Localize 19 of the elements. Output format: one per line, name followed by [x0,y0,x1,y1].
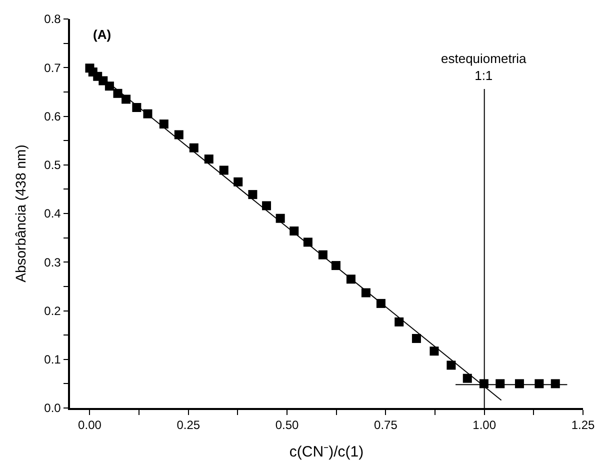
y-tick-label: 0.0 [44,401,62,416]
y-tick-label: 0.4 [44,206,62,221]
y-axis-title: Absorbância (438 nm) [12,144,28,282]
x-tick-label: 0.25 [176,418,200,432]
x-tick-label: 0.75 [374,418,398,432]
y-tick-label: 0.8 [44,12,62,26]
ref-line-label: estequiometria 1:1 [441,51,528,83]
x-tick-label: 0.50 [275,418,300,432]
y-tick-label: 0.2 [44,304,62,318]
y-tick-label: 0.1 [44,352,62,367]
x-tick-label: 1.25 [571,418,595,432]
y-tick-label: 0.3 [44,255,62,270]
x-axis-title: c(CN⁻)/c(1) [289,444,364,461]
y-tick-label: 0.5 [44,158,62,172]
annotation: (A) [93,27,112,42]
y-tick-label: 0.7 [44,60,62,75]
x-tick-label: 1.00 [472,418,496,432]
x-tick-label: 0.00 [78,418,102,432]
y-tick-label: 0.6 [44,109,62,124]
